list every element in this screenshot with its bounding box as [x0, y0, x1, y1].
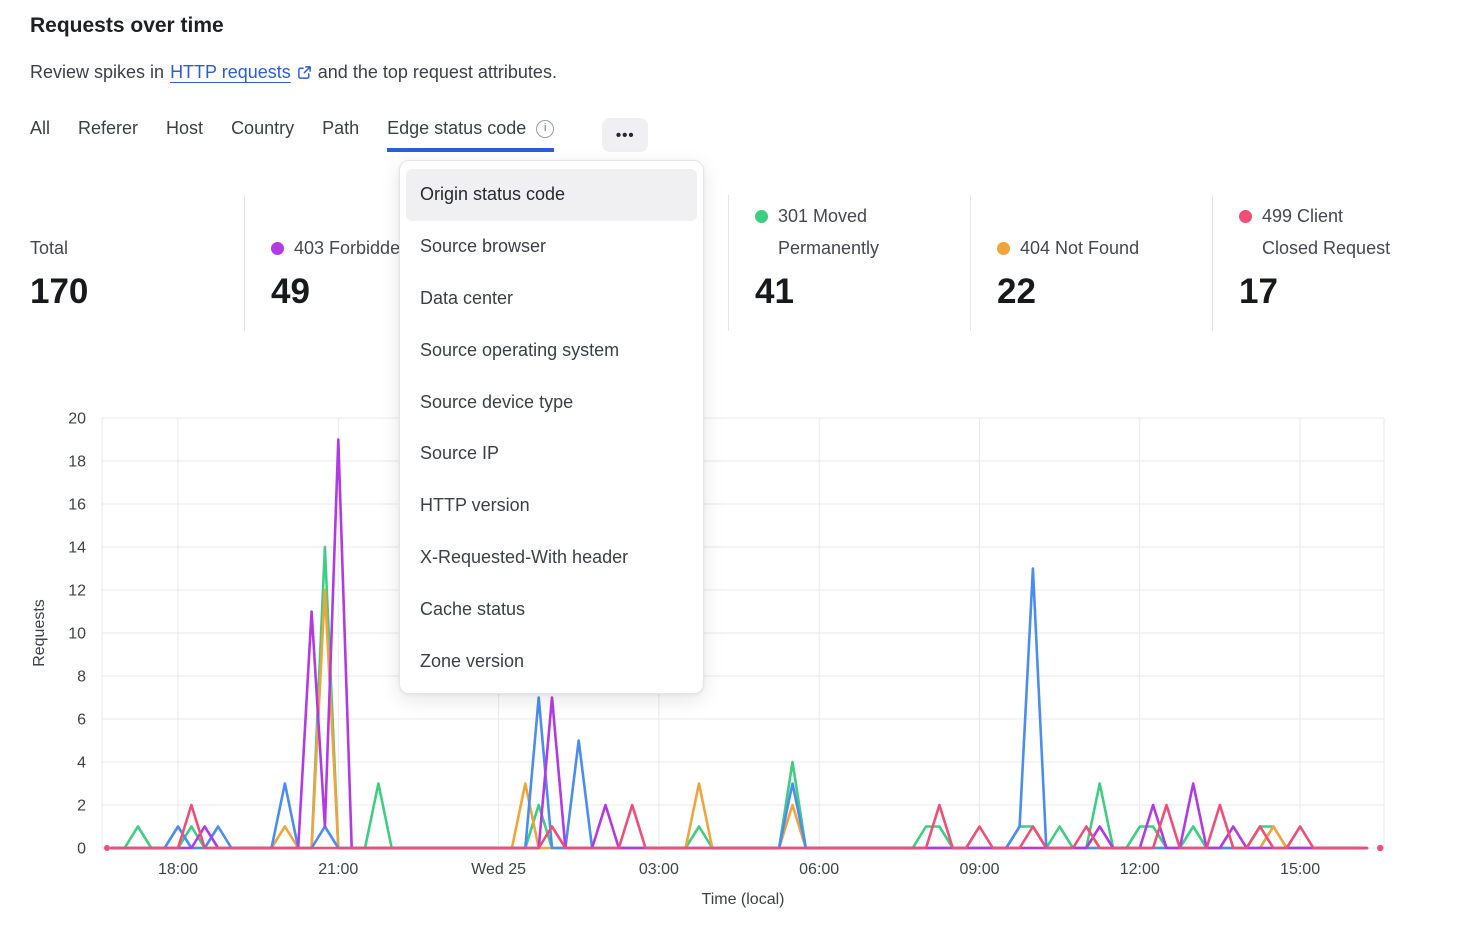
menu-item-zone-version[interactable]: Zone version [420, 650, 525, 671]
svg-text:12: 12 [68, 583, 86, 600]
requests-chart: 0 2 4 6 8 10 12 14 16 18 20 18:00 21:00 Wed 25 03:00 06… [31, 411, 1385, 909]
stat-value: 22 [997, 271, 1036, 311]
stat-301-moved-permanently: 301 Moved Permanently 41 [728, 195, 970, 331]
tab-label: Referer [78, 118, 139, 138]
chart-grid [101, 417, 1385, 849]
tab-referer[interactable]: Referer [78, 118, 138, 152]
menu-item-source-device-type[interactable]: Source device type [420, 391, 574, 412]
page-title: Requests over time [30, 14, 224, 37]
tab-edge-status-code[interactable]: Edge status code i [387, 118, 555, 152]
svg-text:4: 4 [77, 755, 86, 772]
svg-text:06:00: 06:00 [799, 861, 839, 878]
stat-value: 41 [755, 271, 794, 311]
stats-row: Total 170 403 Forbidden 49 301 Moved Permane… [0, 195, 1458, 331]
chart-series-lines [104, 438, 1384, 852]
tab-country[interactable]: Country [231, 118, 294, 152]
stat-label: 499 Client Closed Request [1262, 205, 1391, 259]
attribute-tabs: All Referer Host Country Path Edge status cod… [30, 118, 649, 152]
more-tabs-button[interactable]: ••• [602, 118, 649, 152]
stat-label-row: 499 Client Closed Request [1239, 200, 1446, 265]
svg-text:14: 14 [68, 540, 86, 557]
menu-item-http-version[interactable]: HTTP version [420, 495, 530, 516]
tab-label: Host [166, 118, 204, 138]
stat-label: 404 Not Found [1020, 238, 1140, 259]
stat-value: 49 [271, 271, 310, 311]
menu-item-x-requested-with-header[interactable]: X-Requested-With header [420, 546, 629, 567]
stat-label-row: 404 Not Found [997, 232, 1204, 264]
info-icon[interactable]: i [536, 119, 555, 138]
svg-text:20: 20 [68, 411, 86, 428]
stat-404-not-found: 404 Not Found 22 [970, 195, 1212, 331]
menu-item-source-browser[interactable]: Source browser [420, 236, 547, 257]
stat-label-row: 403 Forbidden [271, 232, 478, 264]
svg-text:18: 18 [68, 454, 86, 471]
http-requests-link-label: HTTP requests [170, 62, 291, 82]
series-color-dot [755, 209, 768, 223]
chart-axis-labels: 0 2 4 6 8 10 12 14 16 18 20 18:00 21:00 Wed 25 03:00 06… [31, 411, 1320, 909]
svg-text:21:00: 21:00 [318, 861, 358, 878]
subtitle: Review spikes in HTTP requests and the t… [30, 62, 557, 83]
y-axis-title: Requests [31, 599, 48, 667]
menu-item-source-ip[interactable]: Source IP [420, 443, 500, 464]
tab-all[interactable]: All [30, 118, 50, 152]
svg-text:15:00: 15:00 [1280, 861, 1320, 878]
series-line-403-forbidden [109, 438, 1369, 850]
x-axis-title: Time (local) [702, 891, 785, 908]
svg-text:12:00: 12:00 [1120, 861, 1160, 878]
tab-label: All [30, 118, 51, 138]
stat-value: 17 [1239, 271, 1278, 311]
tab-label: Country [231, 118, 295, 138]
subtitle-prefix: Review spikes in [30, 62, 165, 82]
svg-text:10: 10 [68, 626, 86, 643]
svg-text:8: 8 [77, 669, 86, 686]
menu-item-origin-status-code[interactable]: Origin status code [406, 169, 697, 221]
attribute-dropdown-menu: Origin status code Source browser Data cen… [399, 160, 704, 694]
svg-text:18:00: 18:00 [158, 861, 198, 878]
menu-item-source-operating-system[interactable]: Source operating system [420, 339, 620, 360]
svg-text:0: 0 [77, 841, 86, 858]
stat-403-forbidden: 403 Forbidden 49 [244, 195, 486, 331]
stat-label: Total [30, 238, 69, 259]
stat-value: 170 [30, 271, 89, 311]
series-color-dot [271, 242, 284, 256]
tab-label: Edge status code [387, 118, 527, 138]
http-requests-link[interactable]: HTTP requests [170, 62, 312, 83]
stat-label-row: 301 Moved Permanently [755, 200, 962, 265]
svg-text:Wed 25: Wed 25 [471, 861, 526, 878]
svg-text:09:00: 09:00 [959, 861, 999, 878]
stat-label-row: Total [30, 232, 236, 264]
svg-text:16: 16 [68, 497, 86, 514]
tab-path[interactable]: Path [322, 118, 359, 152]
stat-total: Total 170 [0, 195, 244, 331]
stat-label: 403 Forbidden [294, 238, 411, 259]
tab-host[interactable]: Host [166, 118, 203, 152]
series-line-499-client-closed-request [109, 803, 1369, 850]
menu-item-cache-status[interactable]: Cache status [420, 598, 526, 619]
series-end-dot [1377, 844, 1384, 852]
svg-text:2: 2 [77, 798, 86, 815]
menu-item-data-center[interactable]: Data center [420, 287, 514, 308]
stat-499-client-closed-request: 499 Client Closed Request 17 [1212, 195, 1454, 331]
svg-text:03:00: 03:00 [639, 861, 679, 878]
series-start-dot [104, 845, 110, 851]
subtitle-suffix: and the top request attributes. [317, 62, 557, 82]
tab-label: Path [322, 118, 360, 138]
stat-label: 301 Moved Permanently [778, 205, 880, 259]
external-link-icon [297, 66, 311, 79]
series-color-dot [997, 242, 1010, 256]
series-color-dot [1239, 209, 1252, 223]
svg-text:6: 6 [77, 712, 86, 729]
